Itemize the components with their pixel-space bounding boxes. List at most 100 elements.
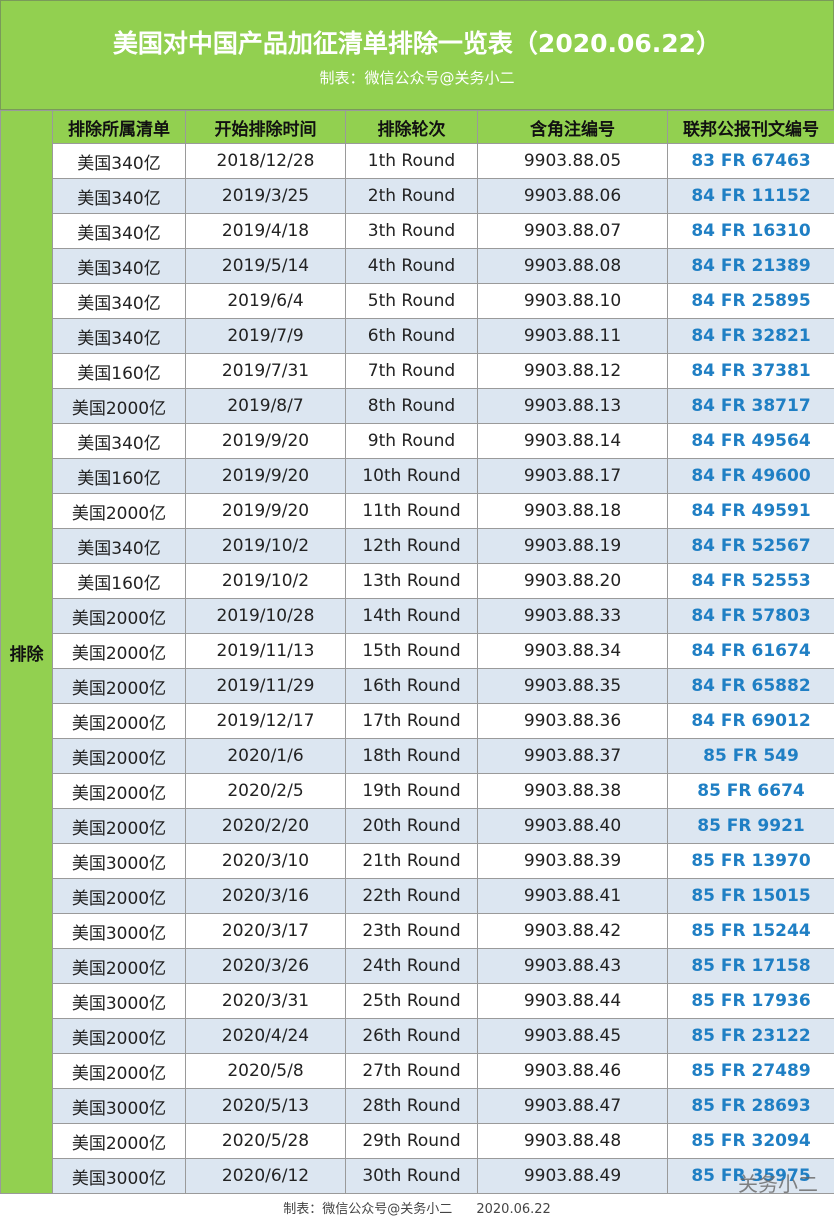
table-cell: 美国2000亿 xyxy=(53,739,186,774)
table-cell: 28th Round xyxy=(346,1089,478,1124)
table-cell: 84 FR 49564 xyxy=(668,424,834,459)
table-cell: 6th Round xyxy=(346,319,478,354)
footer-credit: 制表：微信公众号@关务小二 xyxy=(283,1202,452,1217)
table-cell: 2019/3/25 xyxy=(186,179,346,214)
table-cell: 84 FR 61674 xyxy=(668,634,834,669)
table-cell: 9903.88.33 xyxy=(478,599,668,634)
table-cell: 15th Round xyxy=(346,634,478,669)
table-cell: 85 FR 9921 xyxy=(668,809,834,844)
table-cell: 美国160亿 xyxy=(53,564,186,599)
table-cell: 2019/4/18 xyxy=(186,214,346,249)
table-cell: 2019/7/9 xyxy=(186,319,346,354)
table-cell: 2020/2/20 xyxy=(186,809,346,844)
table-cell: 2020/3/16 xyxy=(186,879,346,914)
table-cell: 9903.88.07 xyxy=(478,214,668,249)
table-cell: 美国340亿 xyxy=(53,284,186,319)
table-cell: 2019/10/2 xyxy=(186,564,346,599)
table-cell: 2020/1/6 xyxy=(186,739,346,774)
table-cell: 5th Round xyxy=(346,284,478,319)
header-row: 排除排除所属清单开始排除时间排除轮次含角注编号联邦公报刊文编号 xyxy=(1,111,834,144)
table-cell: 84 FR 21389 xyxy=(668,249,834,284)
table-cell: 85 FR 27489 xyxy=(668,1054,834,1089)
table-cell: 23th Round xyxy=(346,914,478,949)
table-cell: 25th Round xyxy=(346,984,478,1019)
table-cell: 9903.88.37 xyxy=(478,739,668,774)
table-cell: 84 FR 37381 xyxy=(668,354,834,389)
table-cell: 美国340亿 xyxy=(53,424,186,459)
watermark: 关务小二 xyxy=(738,1168,818,1197)
table-cell: 9903.88.41 xyxy=(478,879,668,914)
table-cell: 美国340亿 xyxy=(53,319,186,354)
column-header: 排除轮次 xyxy=(346,111,478,144)
table-cell: 1th Round xyxy=(346,144,478,179)
table-cell: 2020/6/12 xyxy=(186,1159,346,1194)
table-cell: 83 FR 67463 xyxy=(668,144,834,179)
table-cell: 美国2000亿 xyxy=(53,634,186,669)
table-cell: 美国3000亿 xyxy=(53,1089,186,1124)
table-cell: 9903.88.20 xyxy=(478,564,668,599)
table-cell: 2020/4/24 xyxy=(186,1019,346,1054)
table-cell: 9903.88.19 xyxy=(478,529,668,564)
table-cell: 2th Round xyxy=(346,179,478,214)
table-cell: 2019/8/7 xyxy=(186,389,346,424)
table-cell: 85 FR 13970 xyxy=(668,844,834,879)
table-cell: 2019/10/28 xyxy=(186,599,346,634)
table-cell: 美国340亿 xyxy=(53,249,186,284)
table-cell: 美国340亿 xyxy=(53,214,186,249)
table-cell: 美国160亿 xyxy=(53,354,186,389)
table-cell: 2019/9/20 xyxy=(186,424,346,459)
column-header: 含角注编号 xyxy=(478,111,668,144)
table-cell: 9903.88.49 xyxy=(478,1159,668,1194)
table-cell: 2019/5/14 xyxy=(186,249,346,284)
table-cell: 84 FR 52553 xyxy=(668,564,834,599)
table-cell: 美国2000亿 xyxy=(53,809,186,844)
table-cell: 美国2000亿 xyxy=(53,1054,186,1089)
table-cell: 26th Round xyxy=(346,1019,478,1054)
table-cell: 9903.88.12 xyxy=(478,354,668,389)
table-cell: 21th Round xyxy=(346,844,478,879)
table-cell: 2020/3/10 xyxy=(186,844,346,879)
column-header: 排除所属清单 xyxy=(53,111,186,144)
table-cell: 2020/3/26 xyxy=(186,949,346,984)
table-cell: 美国340亿 xyxy=(53,179,186,214)
table-cell: 美国3000亿 xyxy=(53,984,186,1019)
table-cell: 85 FR 15015 xyxy=(668,879,834,914)
table-cell: 9903.88.38 xyxy=(478,774,668,809)
header: 美国对中国产品加征清单排除一览表（2020.06.22） 制表：微信公众号@关务… xyxy=(0,0,834,110)
table-cell: 85 FR 6674 xyxy=(668,774,834,809)
table-cell: 2020/3/31 xyxy=(186,984,346,1019)
table-cell: 美国2000亿 xyxy=(53,879,186,914)
table-cell: 20th Round xyxy=(346,809,478,844)
table-cell: 85 FR 17158 xyxy=(668,949,834,984)
table-cell: 9903.88.11 xyxy=(478,319,668,354)
table-cell: 85 FR 28693 xyxy=(668,1089,834,1124)
table-cell: 9903.88.46 xyxy=(478,1054,668,1089)
table-cell: 美国2000亿 xyxy=(53,494,186,529)
table-cell: 8th Round xyxy=(346,389,478,424)
table-cell: 9903.88.08 xyxy=(478,249,668,284)
table-cell: 85 FR 549 xyxy=(668,739,834,774)
table-cell: 84 FR 69012 xyxy=(668,704,834,739)
table-cell: 美国3000亿 xyxy=(53,1159,186,1194)
table-cell: 美国340亿 xyxy=(53,529,186,564)
